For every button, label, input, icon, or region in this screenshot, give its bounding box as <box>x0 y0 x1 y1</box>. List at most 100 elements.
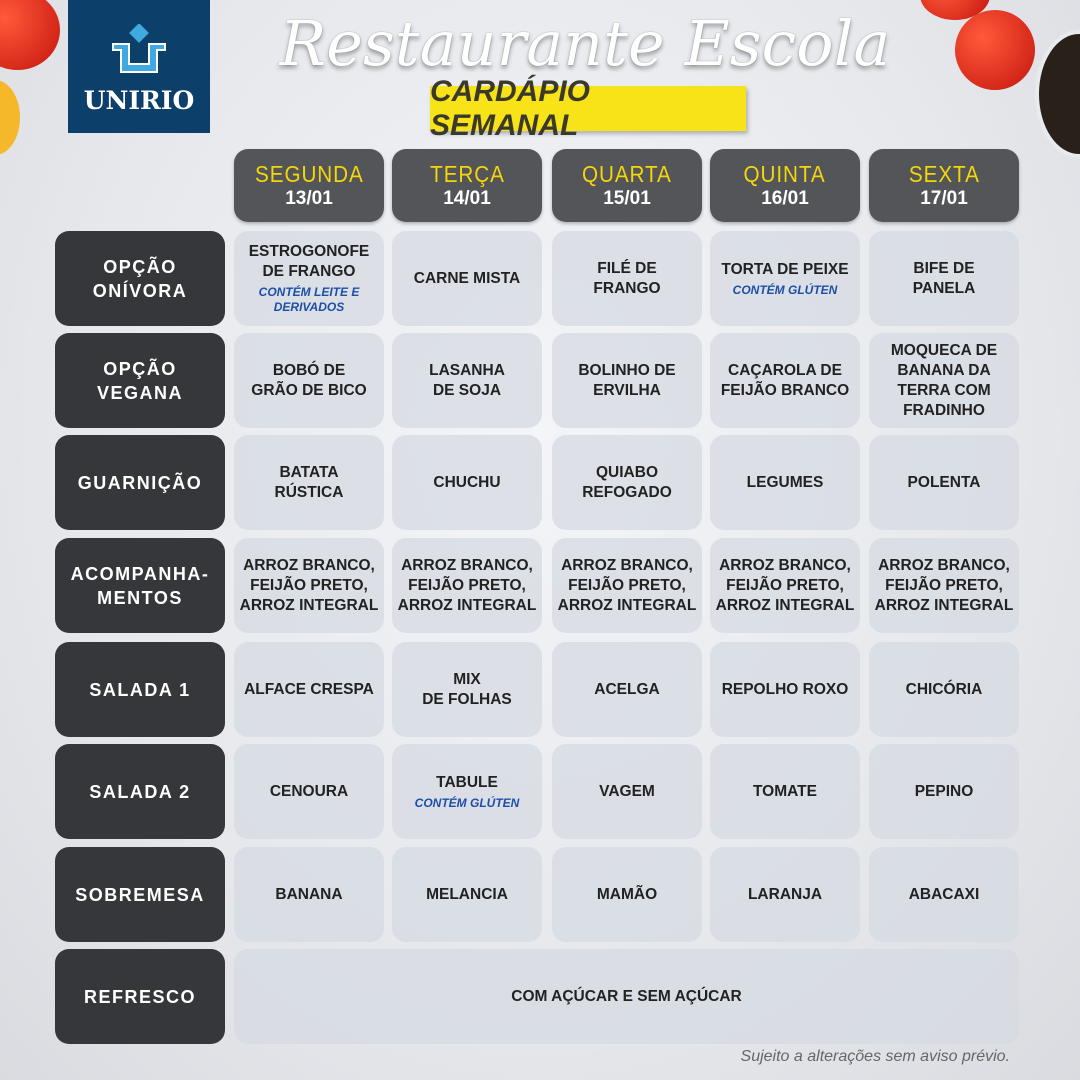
dish-name: ALFACE CRESPA <box>244 680 374 698</box>
menu-item: ARROZ BRANCO, FEIJÃO PRETO, ARROZ INTEGR… <box>869 538 1019 633</box>
menu-item: REPOLHO ROXO <box>710 642 860 737</box>
day-name: SEXTA <box>908 161 980 187</box>
day-header: SEXTA 17/01 <box>869 149 1019 222</box>
day-header: QUARTA 15/01 <box>552 149 702 222</box>
day-header: SEGUNDA 13/01 <box>234 149 384 222</box>
dish-name: TABULE <box>436 773 498 791</box>
menu-item: CAÇAROLA DE FEIJÃO BRANCO <box>710 333 860 428</box>
dish-name: VAGEM <box>599 782 655 800</box>
menu-item: ESTROGONOFE DE FRANGO CONTÉM LEITE E DERI… <box>234 231 384 326</box>
day-name: SEGUNDA <box>254 161 364 187</box>
dish-name: TOMATE <box>752 782 817 800</box>
row-label: OPÇÃO ONÍVORA <box>55 231 225 326</box>
menu-item: BIFE DE PANELA <box>869 231 1019 326</box>
day-date: 15/01 <box>603 188 651 209</box>
dish-name: ARROZ BRANCO, FEIJÃO PRETO, ARROZ INTEGR… <box>239 556 379 614</box>
menu-item: CHICÓRIA <box>869 642 1019 737</box>
dish-name: ARROZ BRANCO, FEIJÃO PRETO, ARROZ INTEGR… <box>397 556 537 614</box>
menu-item: ARROZ BRANCO, FEIJÃO PRETO, ARROZ INTEGR… <box>710 538 860 633</box>
pepper-bowl-decoration <box>1035 30 1080 158</box>
dish-name: LEGUMES <box>746 473 824 491</box>
dish-name: CHUCHU <box>433 473 501 491</box>
menu-item: BANANA <box>234 847 384 942</box>
menu-item: TOMATE <box>710 744 860 839</box>
menu-item: ARROZ BRANCO, FEIJÃO PRETO, ARROZ INTEGR… <box>234 538 384 633</box>
day-name: QUARTA <box>582 161 672 187</box>
row-label: SALADA 1 <box>55 642 225 737</box>
menu-item: BOLINHO DE ERVILHA <box>552 333 702 428</box>
menu-item: BATATA RÚSTICA <box>234 435 384 530</box>
dish-name: BATATA RÚSTICA <box>274 463 344 501</box>
dish-name: BANANA <box>275 885 343 903</box>
dish-name: BOBÓ DE GRÃO DE BICO <box>251 361 367 399</box>
day-date: 13/01 <box>285 188 333 209</box>
dish-name: CAÇAROLA DE FEIJÃO BRANCO <box>720 361 850 399</box>
row-label: REFRESCO <box>55 949 225 1044</box>
dish-name: ARROZ BRANCO, FEIJÃO PRETO, ARROZ INTEGR… <box>557 556 697 614</box>
menu-item: LEGUMES <box>710 435 860 530</box>
day-header: TERÇA 14/01 <box>392 149 542 222</box>
menu-item: MAMÃO <box>552 847 702 942</box>
dish-name: ARROZ BRANCO, FEIJÃO PRETO, ARROZ INTEGR… <box>715 556 855 614</box>
apple-decoration <box>0 0 60 70</box>
menu-item: ARROZ BRANCO, FEIJÃO PRETO, ARROZ INTEGR… <box>392 538 542 633</box>
page-subtitle: CARDÁPIO SEMANAL <box>430 75 746 142</box>
dish-name: BOLINHO DE ERVILHA <box>578 361 676 399</box>
row-label: SALADA 2 <box>55 744 225 839</box>
menu-item: PEPINO <box>869 744 1019 839</box>
menu-item: QUIABO REFOGADO <box>552 435 702 530</box>
menu-item: COM AÇÚCAR E SEM AÇÚCAR <box>234 949 1019 1044</box>
menu-item: LASANHA DE SOJA <box>392 333 542 428</box>
menu-item: ARROZ BRANCO, FEIJÃO PRETO, ARROZ INTEGR… <box>552 538 702 633</box>
day-name: TERÇA <box>429 161 505 187</box>
menu-item: CENOURA <box>234 744 384 839</box>
dish-name: MAMÃO <box>596 885 658 903</box>
dish-name: LASANHA DE SOJA <box>429 361 505 399</box>
menu-item: TABULE CONTÉM GLÚTEN <box>392 744 542 839</box>
dish-name: MELANCIA <box>426 885 508 903</box>
dish-name: COM AÇÚCAR E SEM AÇÚCAR <box>511 987 742 1005</box>
dish-name: CARNE MISTA <box>413 269 521 287</box>
day-name: QUINTA <box>743 161 827 187</box>
dish-name: MOQUECA DE BANANA DA TERRA COM FRADINHO <box>890 341 998 419</box>
menu-item: ALFACE CRESPA <box>234 642 384 737</box>
menu-item: MELANCIA <box>392 847 542 942</box>
menu-item: ACELGA <box>552 642 702 737</box>
dish-name: POLENTA <box>907 473 981 491</box>
row-label: SOBREMESA <box>55 847 225 942</box>
dish-name: TORTA DE PEIXE <box>721 260 849 278</box>
dish-name: FILÉ DE FRANGO <box>593 259 661 297</box>
day-header: QUINTA 16/01 <box>710 149 860 222</box>
row-label: GUARNIÇÃO <box>55 435 225 530</box>
dish-name: CHICÓRIA <box>905 680 983 698</box>
dish-name: REPOLHO ROXO <box>721 680 849 698</box>
unirio-logo: UNIRIO <box>68 0 210 133</box>
dish-name: ESTROGONOFE DE FRANGO <box>248 243 370 280</box>
unirio-emblem-icon <box>112 24 166 73</box>
row-label: OPÇÃO VEGANA <box>55 333 225 428</box>
menu-item: CHUCHU <box>392 435 542 530</box>
allergen-note: CONTÉM GLÚTEN <box>732 282 838 297</box>
menu-item: ABACAXI <box>869 847 1019 942</box>
dish-name: ARROZ BRANCO, FEIJÃO PRETO, ARROZ INTEGR… <box>874 556 1014 614</box>
row-label: ACOMPANHA- MENTOS <box>55 538 225 633</box>
tomato-decoration <box>955 10 1035 90</box>
dish-name: ABACAXI <box>908 885 980 903</box>
dish-name: MIX DE FOLHAS <box>422 670 512 708</box>
menu-item: CARNE MISTA <box>392 231 542 326</box>
dish-name: QUIABO REFOGADO <box>582 463 672 501</box>
allergen-note: CONTÉM LEITE E DERIVADOS <box>258 285 360 314</box>
dish-name: PEPINO <box>914 782 974 800</box>
dish-name: CENOURA <box>269 782 349 800</box>
page-title: Restaurante Escola <box>279 7 891 80</box>
allergen-note: CONTÉM GLÚTEN <box>414 795 520 810</box>
menu-item: FILÉ DE FRANGO <box>552 231 702 326</box>
dish-name: LARANJA <box>747 885 823 903</box>
menu-item: BOBÓ DE GRÃO DE BICO <box>234 333 384 428</box>
menu-item: VAGEM <box>552 744 702 839</box>
dish-name: ACELGA <box>594 680 660 698</box>
tomato-decoration <box>920 0 990 20</box>
logo-text: UNIRIO <box>83 86 195 115</box>
menu-item: MOQUECA DE BANANA DA TERRA COM FRADINHO <box>869 333 1019 428</box>
dish-name: BIFE DE PANELA <box>912 259 976 297</box>
